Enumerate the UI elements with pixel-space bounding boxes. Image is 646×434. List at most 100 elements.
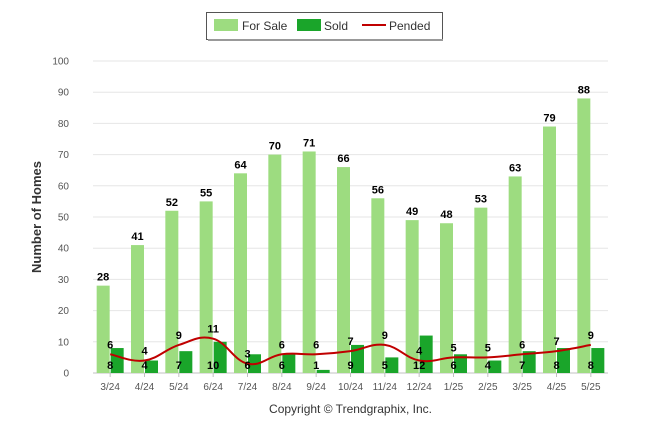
bar-sold — [522, 351, 536, 373]
for-sale-value-label: 56 — [372, 184, 384, 196]
for-sale-value-label: 70 — [269, 141, 281, 153]
pended-line-path — [109, 336, 592, 366]
pended-value-label: 7 — [553, 336, 559, 348]
x-tick-label: 7/24 — [238, 382, 258, 393]
x-tick-label: 9/24 — [306, 382, 326, 393]
sold-value-label: 8 — [588, 360, 594, 372]
x-tick-label: 11/24 — [373, 382, 398, 393]
y-tick-label: 80 — [58, 119, 70, 130]
x-tick-label: 4/25 — [547, 382, 567, 393]
pended-line — [109, 336, 592, 366]
y-tick-label: 40 — [58, 244, 70, 255]
pended-value-label: 6 — [313, 339, 319, 351]
for-sale-value-label: 52 — [166, 197, 178, 209]
x-tick-label: 3/24 — [100, 382, 120, 393]
bar-for-sale — [96, 285, 110, 373]
pended-value-label: 6 — [107, 339, 113, 351]
bar-sold — [213, 341, 227, 373]
sold-value-label: 7 — [176, 360, 182, 372]
legend-label-pended: Pended — [389, 19, 430, 33]
pended-value-label: 7 — [347, 336, 353, 348]
bar-for-sale — [440, 223, 453, 373]
legend-swatch-sold — [297, 19, 321, 31]
pended-value-label: 4 — [141, 346, 148, 358]
bar-for-sale — [405, 220, 419, 373]
bar-sold — [454, 354, 467, 373]
for-sale-value-label: 64 — [234, 159, 247, 171]
bar-for-sale — [577, 98, 591, 373]
bar-sold — [282, 354, 296, 373]
pended-value-label: 11 — [207, 324, 219, 336]
for-sale-value-label: 48 — [440, 209, 452, 221]
x-tick-label: 2/25 — [478, 382, 498, 393]
for-sale-value-label: 53 — [475, 194, 487, 206]
y-tick-label: 10 — [58, 337, 70, 348]
bar-for-sale — [268, 154, 282, 373]
bar-sold — [145, 360, 158, 373]
for-sale-value-label: 71 — [303, 137, 315, 149]
x-tick-label: 5/25 — [581, 382, 601, 393]
for-sale-value-label: 41 — [131, 231, 143, 243]
y-tick-label: 0 — [63, 369, 69, 380]
sold-value-label: 9 — [347, 360, 353, 372]
pended-value-label: 6 — [279, 339, 285, 351]
pended-value-label: 5 — [450, 342, 456, 354]
bar-sold — [179, 351, 193, 373]
for-sale-value-label: 88 — [578, 84, 590, 96]
bar-for-sale — [165, 210, 179, 373]
pended-value-label: 9 — [382, 330, 388, 342]
bar-for-sale — [337, 167, 350, 373]
sold-value-label: 10 — [207, 360, 219, 372]
sold-value-label: 5 — [382, 360, 388, 372]
bar-for-sale — [234, 173, 247, 373]
data-labels: 2884145275510646706711669565491248653463… — [97, 84, 594, 372]
sold-value-label: 6 — [279, 360, 285, 372]
sold-value-label: 8 — [107, 360, 113, 372]
pended-value-label: 4 — [416, 346, 423, 358]
bar-sold — [385, 357, 399, 373]
bar-for-sale — [199, 201, 213, 373]
y-axis-title: Number of Homes — [29, 161, 44, 273]
legend-label-for-sale: For Sale — [242, 19, 288, 33]
bar-for-sale — [131, 245, 144, 373]
bar-sold — [316, 369, 330, 373]
bar-sold — [351, 344, 364, 373]
pended-value-label: 9 — [176, 330, 182, 342]
sold-value-label: 4 — [141, 360, 148, 372]
bar-sold — [557, 348, 570, 373]
x-tick-label: 4/24 — [135, 382, 155, 393]
x-axis-ticks: 3/24 4/24 5/24 6/24 7/24 8/24 9/24 10/24 11/24 12… — [100, 373, 601, 393]
for-sale-value-label: 66 — [337, 153, 349, 165]
pended-value-label: 5 — [485, 342, 491, 354]
pended-value-label: 3 — [244, 349, 250, 361]
sold-value-label: 7 — [519, 360, 525, 372]
legend-label-sold: Sold — [324, 19, 348, 33]
y-tick-label: 30 — [58, 275, 70, 286]
for-sale-value-label: 28 — [97, 272, 109, 284]
sold-value-label: 4 — [485, 360, 492, 372]
bar-for-sale — [371, 198, 385, 373]
y-tick-label: 70 — [58, 150, 70, 161]
bar-sold — [591, 348, 605, 373]
x-tick-label: 8/24 — [272, 382, 292, 393]
x-tick-label: 3/25 — [512, 382, 532, 393]
sold-value-label: 8 — [553, 360, 559, 372]
y-axis-ticks: 0 10 20 30 40 50 60 70 80 90 100 — [52, 57, 69, 380]
legend-box — [206, 12, 443, 40]
for-sale-value-label: 63 — [509, 162, 521, 174]
bar-for-sale — [474, 207, 488, 373]
legend: For Sale Sold Pended — [206, 12, 443, 41]
copyright-footer: Copyright © Trendgraphix, Inc. — [269, 402, 432, 416]
bar-for-sale — [508, 176, 522, 373]
bar-sold — [419, 335, 433, 373]
bar-sold — [488, 360, 502, 373]
for-sale-value-label: 55 — [200, 187, 212, 199]
legend-swatch-for-sale — [214, 19, 238, 31]
sold-value-label: 12 — [413, 360, 425, 372]
x-tick-label: 12/24 — [407, 382, 432, 393]
x-tick-label: 10/24 — [338, 382, 363, 393]
for-sale-value-label: 79 — [543, 113, 555, 125]
y-tick-label: 50 — [58, 213, 70, 224]
